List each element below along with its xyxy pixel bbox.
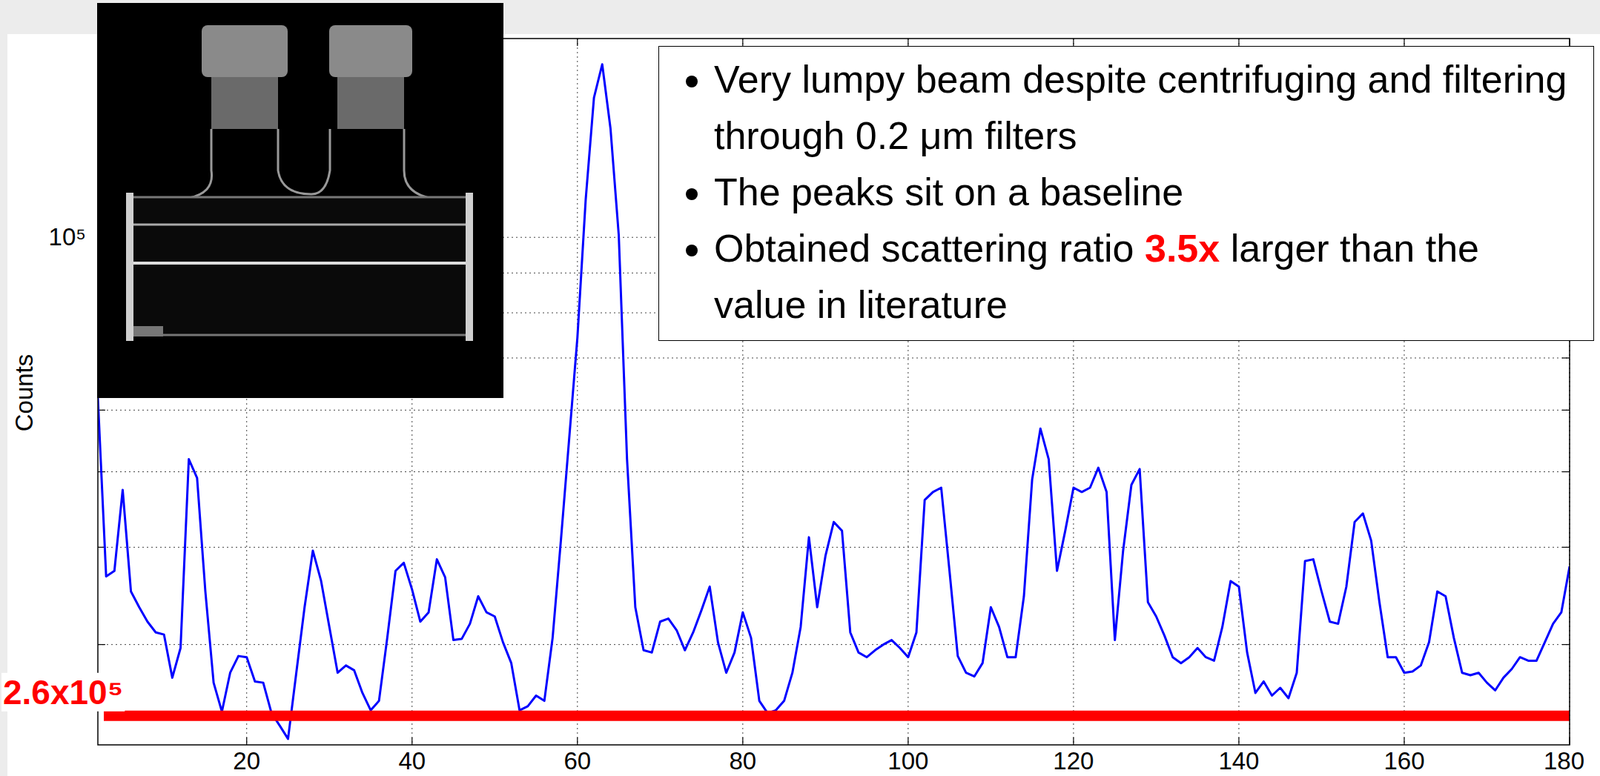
tick bbox=[1072, 737, 1074, 746]
grid-line bbox=[97, 547, 1570, 548]
inset-base bbox=[133, 326, 164, 337]
tick bbox=[1562, 471, 1570, 473]
inset-photo bbox=[97, 2, 504, 399]
x-tick-label: 120 bbox=[1052, 747, 1094, 775]
reference-line bbox=[103, 711, 1570, 722]
x-tick-label: 40 bbox=[398, 747, 426, 775]
x-tick-label: 140 bbox=[1218, 747, 1259, 775]
y-axis-title: Counts bbox=[10, 354, 38, 433]
bullet: Very lumpy beam despite centrifuging and… bbox=[713, 51, 1582, 164]
bullet-text: Obtained scattering ratio bbox=[713, 226, 1145, 270]
bullet-text: Very lumpy beam despite centrifuging and… bbox=[713, 57, 1578, 158]
bullet-list: Very lumpy beam despite centrifuging and… bbox=[670, 51, 1582, 333]
inset-cap bbox=[329, 25, 413, 78]
grid-line bbox=[97, 410, 1570, 411]
tick bbox=[246, 737, 247, 746]
bullet: The peaks sit on a baseline bbox=[713, 163, 1582, 221]
x-tick-label: 160 bbox=[1383, 747, 1425, 775]
tick bbox=[1562, 644, 1570, 646]
x-tick-label: 100 bbox=[887, 747, 929, 775]
tick bbox=[742, 737, 743, 746]
inset-cap bbox=[201, 25, 288, 78]
bullet: Obtained scattering ratio 3.5x larger th… bbox=[713, 220, 1582, 333]
grid-line bbox=[576, 38, 578, 746]
tick bbox=[1403, 737, 1405, 746]
inset-edge bbox=[130, 223, 469, 227]
y-tick-label: 10⁵ bbox=[48, 223, 87, 251]
inset-cell bbox=[130, 197, 469, 336]
label-patch bbox=[1, 673, 125, 712]
x-tick-label: 20 bbox=[232, 747, 261, 775]
bullet-text: 3.5x bbox=[1144, 226, 1220, 270]
tick bbox=[1562, 547, 1570, 548]
inset-neck bbox=[211, 77, 279, 130]
x-tick-label: 80 bbox=[728, 747, 757, 775]
tick bbox=[907, 38, 909, 46]
notes-box: Very lumpy beam despite centrifuging and… bbox=[658, 45, 1595, 342]
tick bbox=[97, 644, 106, 646]
inset-bg bbox=[97, 2, 504, 399]
grid-line bbox=[97, 471, 1570, 473]
x-tick-label: 180 bbox=[1543, 747, 1585, 775]
tick bbox=[576, 38, 578, 46]
grid-line bbox=[97, 644, 1570, 646]
tick bbox=[1403, 38, 1405, 46]
inset-window bbox=[126, 192, 134, 342]
bullet-text: The peaks sit on a baseline bbox=[713, 170, 1184, 214]
tick bbox=[742, 38, 743, 46]
inset-window bbox=[465, 192, 474, 342]
tick bbox=[576, 737, 578, 746]
reference-label: 2.6x10⁵ bbox=[2, 673, 124, 712]
tick bbox=[1562, 357, 1570, 359]
tick bbox=[1072, 38, 1074, 46]
tick bbox=[411, 737, 413, 746]
x-tick-label: 60 bbox=[563, 747, 591, 775]
tick bbox=[1562, 410, 1570, 411]
tick bbox=[1238, 737, 1239, 746]
inset-glass bbox=[185, 129, 434, 199]
inset-beam bbox=[130, 261, 469, 265]
inset-neck bbox=[337, 77, 405, 130]
tick bbox=[1238, 38, 1239, 46]
tick bbox=[907, 737, 909, 746]
